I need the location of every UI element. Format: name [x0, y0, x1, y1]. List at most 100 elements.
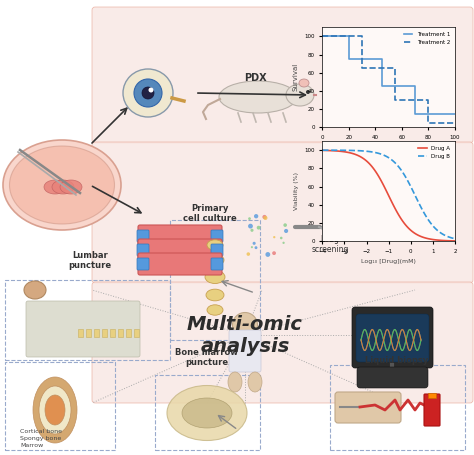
Text: Cortical bone: Cortical bone — [20, 429, 62, 434]
Drug B — [350, 148, 356, 153]
Treatment 1 — [379, 56, 385, 62]
Ellipse shape — [9, 146, 115, 224]
Text: Multi-omic
analysis: Multi-omic analysis — [187, 314, 303, 355]
Treatment 2 — [426, 120, 431, 126]
Treatment 1 — [346, 56, 352, 62]
FancyBboxPatch shape — [26, 301, 140, 357]
FancyBboxPatch shape — [92, 142, 473, 283]
FancyBboxPatch shape — [137, 230, 149, 242]
X-axis label: Log₁₀ [Drug](mM): Log₁₀ [Drug](mM) — [361, 259, 416, 264]
Circle shape — [253, 242, 255, 245]
Ellipse shape — [286, 84, 314, 106]
Circle shape — [272, 251, 276, 255]
Y-axis label: Viability (%): Viability (%) — [293, 172, 299, 210]
Treatment 2 — [392, 97, 398, 103]
Treatment 1 — [412, 84, 418, 89]
Treatment 1 — [452, 111, 458, 116]
Treatment 2 — [426, 97, 431, 103]
Treatment 1 — [379, 84, 385, 89]
Treatment 2 — [359, 34, 365, 39]
Ellipse shape — [134, 79, 162, 107]
Ellipse shape — [39, 386, 71, 434]
Circle shape — [284, 229, 288, 233]
FancyBboxPatch shape — [356, 314, 429, 362]
Drug A — [319, 147, 325, 153]
Drug B — [441, 233, 447, 238]
Text: Liquid biopsy: Liquid biopsy — [365, 356, 428, 365]
X-axis label: Time: Time — [380, 146, 397, 152]
Ellipse shape — [299, 79, 309, 87]
Ellipse shape — [45, 395, 65, 425]
Circle shape — [263, 216, 267, 220]
FancyBboxPatch shape — [92, 282, 473, 403]
Ellipse shape — [219, 81, 297, 113]
Treatment 2 — [319, 34, 325, 39]
Drug B — [319, 147, 325, 153]
Circle shape — [251, 246, 253, 248]
Drug B — [446, 234, 451, 239]
Bar — [86, 329, 91, 337]
Line: Drug A: Drug A — [322, 150, 455, 241]
FancyBboxPatch shape — [335, 392, 401, 423]
Circle shape — [306, 90, 310, 94]
Treatment 1 — [412, 111, 418, 116]
Bar — [78, 329, 83, 337]
Line: Drug B: Drug B — [322, 150, 455, 239]
Text: Spongy bone: Spongy bone — [20, 436, 61, 441]
Drug B — [345, 147, 351, 153]
FancyBboxPatch shape — [229, 330, 261, 372]
Bar — [110, 329, 115, 337]
Ellipse shape — [182, 398, 232, 428]
Circle shape — [254, 214, 258, 218]
Text: Bone marrow
puncture: Bone marrow puncture — [175, 348, 238, 367]
Ellipse shape — [206, 254, 224, 266]
Bar — [330, 365, 465, 450]
Treatment 2 — [359, 66, 365, 71]
Circle shape — [283, 223, 287, 227]
Bar — [134, 329, 139, 337]
Drug B — [452, 236, 458, 242]
Y-axis label: Survival: Survival — [292, 63, 299, 91]
FancyBboxPatch shape — [211, 258, 223, 270]
Ellipse shape — [44, 180, 66, 194]
Bar — [428, 393, 436, 398]
FancyBboxPatch shape — [137, 258, 149, 270]
Ellipse shape — [148, 87, 154, 92]
Ellipse shape — [52, 180, 74, 194]
Ellipse shape — [228, 372, 242, 392]
Line: Treatment 2: Treatment 2 — [322, 36, 455, 123]
Bar — [126, 329, 131, 337]
Ellipse shape — [206, 289, 224, 301]
Ellipse shape — [60, 180, 82, 194]
Bar — [5, 362, 115, 450]
Drug A — [388, 197, 393, 202]
Drug A — [441, 238, 447, 243]
Bar — [155, 375, 260, 450]
Ellipse shape — [3, 140, 121, 230]
Drug B — [388, 157, 393, 162]
Ellipse shape — [33, 377, 77, 443]
Line: Treatment 1: Treatment 1 — [322, 36, 455, 114]
Circle shape — [265, 252, 270, 257]
Ellipse shape — [207, 305, 223, 315]
Drug A — [446, 238, 451, 243]
FancyBboxPatch shape — [424, 394, 440, 426]
Treatment 1 — [319, 34, 325, 39]
Ellipse shape — [24, 281, 46, 299]
Circle shape — [263, 215, 266, 219]
FancyBboxPatch shape — [352, 307, 433, 368]
Ellipse shape — [233, 313, 257, 338]
Bar — [5, 280, 170, 360]
Drug A — [350, 151, 356, 157]
Bar — [102, 329, 107, 337]
Drug A — [345, 150, 351, 155]
Legend: Drug A, Drug B: Drug A, Drug B — [416, 144, 452, 161]
FancyBboxPatch shape — [92, 7, 473, 143]
Ellipse shape — [142, 87, 154, 99]
FancyBboxPatch shape — [138, 225, 222, 247]
FancyBboxPatch shape — [137, 244, 149, 256]
Bar — [170, 220, 260, 340]
Legend: Treatment 1, Treatment 2: Treatment 1, Treatment 2 — [401, 30, 452, 47]
Text: PDX: PDX — [244, 73, 266, 83]
Circle shape — [255, 246, 257, 249]
